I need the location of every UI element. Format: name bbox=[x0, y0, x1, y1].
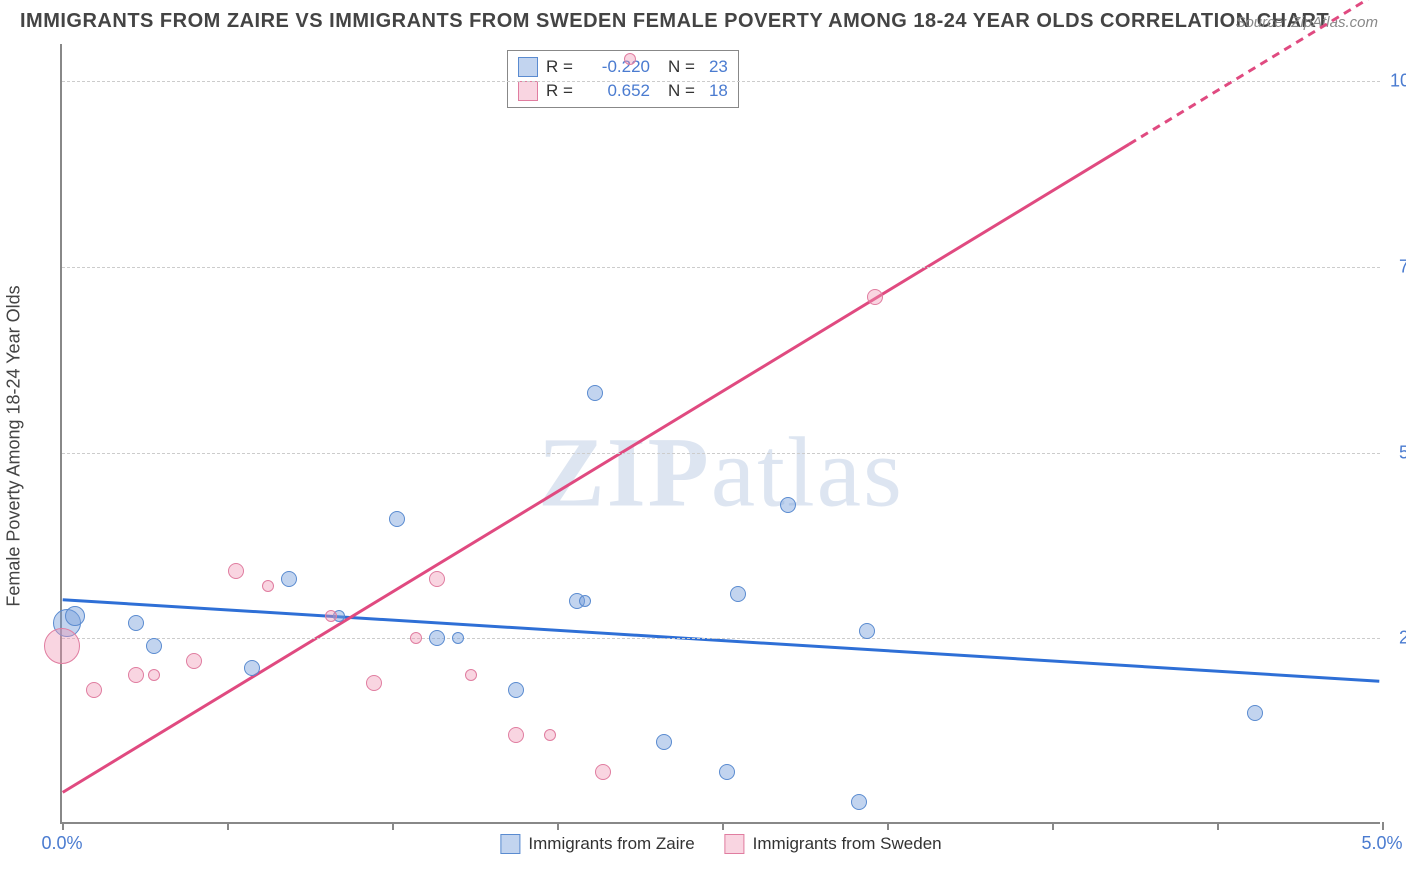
point-zaire bbox=[281, 571, 297, 587]
n-value-sweden: 18 bbox=[709, 81, 728, 101]
y-tick-label: 75.0% bbox=[1390, 256, 1406, 277]
point-zaire bbox=[452, 632, 464, 644]
gridline-h bbox=[62, 638, 1380, 639]
legend-label-zaire: Immigrants from Zaire bbox=[528, 834, 694, 854]
swatch-sweden bbox=[518, 81, 538, 101]
watermark: ZIPatlas bbox=[538, 414, 904, 529]
point-zaire bbox=[780, 497, 796, 513]
gridline-h bbox=[62, 453, 1380, 454]
point-zaire bbox=[656, 734, 672, 750]
x-tick bbox=[1217, 822, 1219, 830]
point-zaire bbox=[128, 615, 144, 631]
point-sweden bbox=[429, 571, 445, 587]
point-sweden bbox=[128, 667, 144, 683]
swatch-zaire bbox=[518, 57, 538, 77]
y-tick-label: 100.0% bbox=[1390, 71, 1406, 92]
point-zaire bbox=[389, 511, 405, 527]
point-sweden bbox=[148, 669, 160, 681]
point-sweden bbox=[325, 610, 337, 622]
x-tick bbox=[392, 822, 394, 830]
x-tick bbox=[62, 822, 64, 830]
x-tick bbox=[1382, 822, 1384, 830]
correlation-chart: IMMIGRANTS FROM ZAIRE VS IMMIGRANTS FROM… bbox=[0, 0, 1406, 892]
point-sweden bbox=[544, 729, 556, 741]
r-value-sweden: 0.652 bbox=[590, 81, 650, 101]
point-sweden bbox=[595, 764, 611, 780]
bottom-legend: Immigrants from Zaire Immigrants from Sw… bbox=[500, 834, 941, 854]
point-zaire bbox=[65, 606, 85, 626]
point-sweden bbox=[262, 580, 274, 592]
point-zaire bbox=[851, 794, 867, 810]
y-tick-label: 25.0% bbox=[1390, 628, 1406, 649]
point-zaire bbox=[1247, 705, 1263, 721]
point-sweden bbox=[410, 632, 422, 644]
point-sweden bbox=[86, 682, 102, 698]
point-sweden bbox=[44, 628, 80, 664]
swatch-sweden-icon bbox=[725, 834, 745, 854]
x-tick-label: 5.0% bbox=[1361, 833, 1402, 854]
point-zaire bbox=[579, 595, 591, 607]
point-sweden bbox=[228, 563, 244, 579]
x-tick bbox=[557, 822, 559, 830]
trend-lines-svg bbox=[62, 44, 1380, 822]
gridline-h bbox=[62, 267, 1380, 268]
y-axis-label: Female Poverty Among 18-24 Year Olds bbox=[4, 285, 25, 606]
point-sweden bbox=[465, 669, 477, 681]
legend-item-sweden: Immigrants from Sweden bbox=[725, 834, 942, 854]
point-sweden bbox=[366, 675, 382, 691]
gridline-h bbox=[62, 81, 1380, 82]
point-zaire bbox=[730, 586, 746, 602]
point-zaire bbox=[859, 623, 875, 639]
legend-label-sweden: Immigrants from Sweden bbox=[753, 834, 942, 854]
swatch-zaire-icon bbox=[500, 834, 520, 854]
point-sweden bbox=[186, 653, 202, 669]
legend-item-zaire: Immigrants from Zaire bbox=[500, 834, 694, 854]
point-sweden bbox=[624, 53, 636, 65]
r-value-zaire: -0.220 bbox=[590, 57, 650, 77]
point-zaire bbox=[244, 660, 260, 676]
x-tick bbox=[887, 822, 889, 830]
y-tick-label: 50.0% bbox=[1390, 442, 1406, 463]
x-tick-label: 0.0% bbox=[41, 833, 82, 854]
point-zaire bbox=[719, 764, 735, 780]
point-zaire bbox=[146, 638, 162, 654]
point-zaire bbox=[429, 630, 445, 646]
point-zaire bbox=[508, 682, 524, 698]
point-sweden bbox=[508, 727, 524, 743]
chart-title: IMMIGRANTS FROM ZAIRE VS IMMIGRANTS FROM… bbox=[20, 10, 1329, 33]
x-tick bbox=[722, 822, 724, 830]
x-tick bbox=[1052, 822, 1054, 830]
x-tick bbox=[227, 822, 229, 830]
legend-row-sweden: R = 0.652 N = 18 bbox=[518, 79, 728, 103]
n-value-zaire: 23 bbox=[709, 57, 728, 77]
plot-area: ZIPatlas R = -0.220 N = 23 R = 0.652 N =… bbox=[60, 44, 1380, 824]
point-sweden bbox=[867, 289, 883, 305]
point-zaire bbox=[587, 385, 603, 401]
source-attribution: Source: ZipAtlas.com bbox=[1235, 14, 1378, 31]
